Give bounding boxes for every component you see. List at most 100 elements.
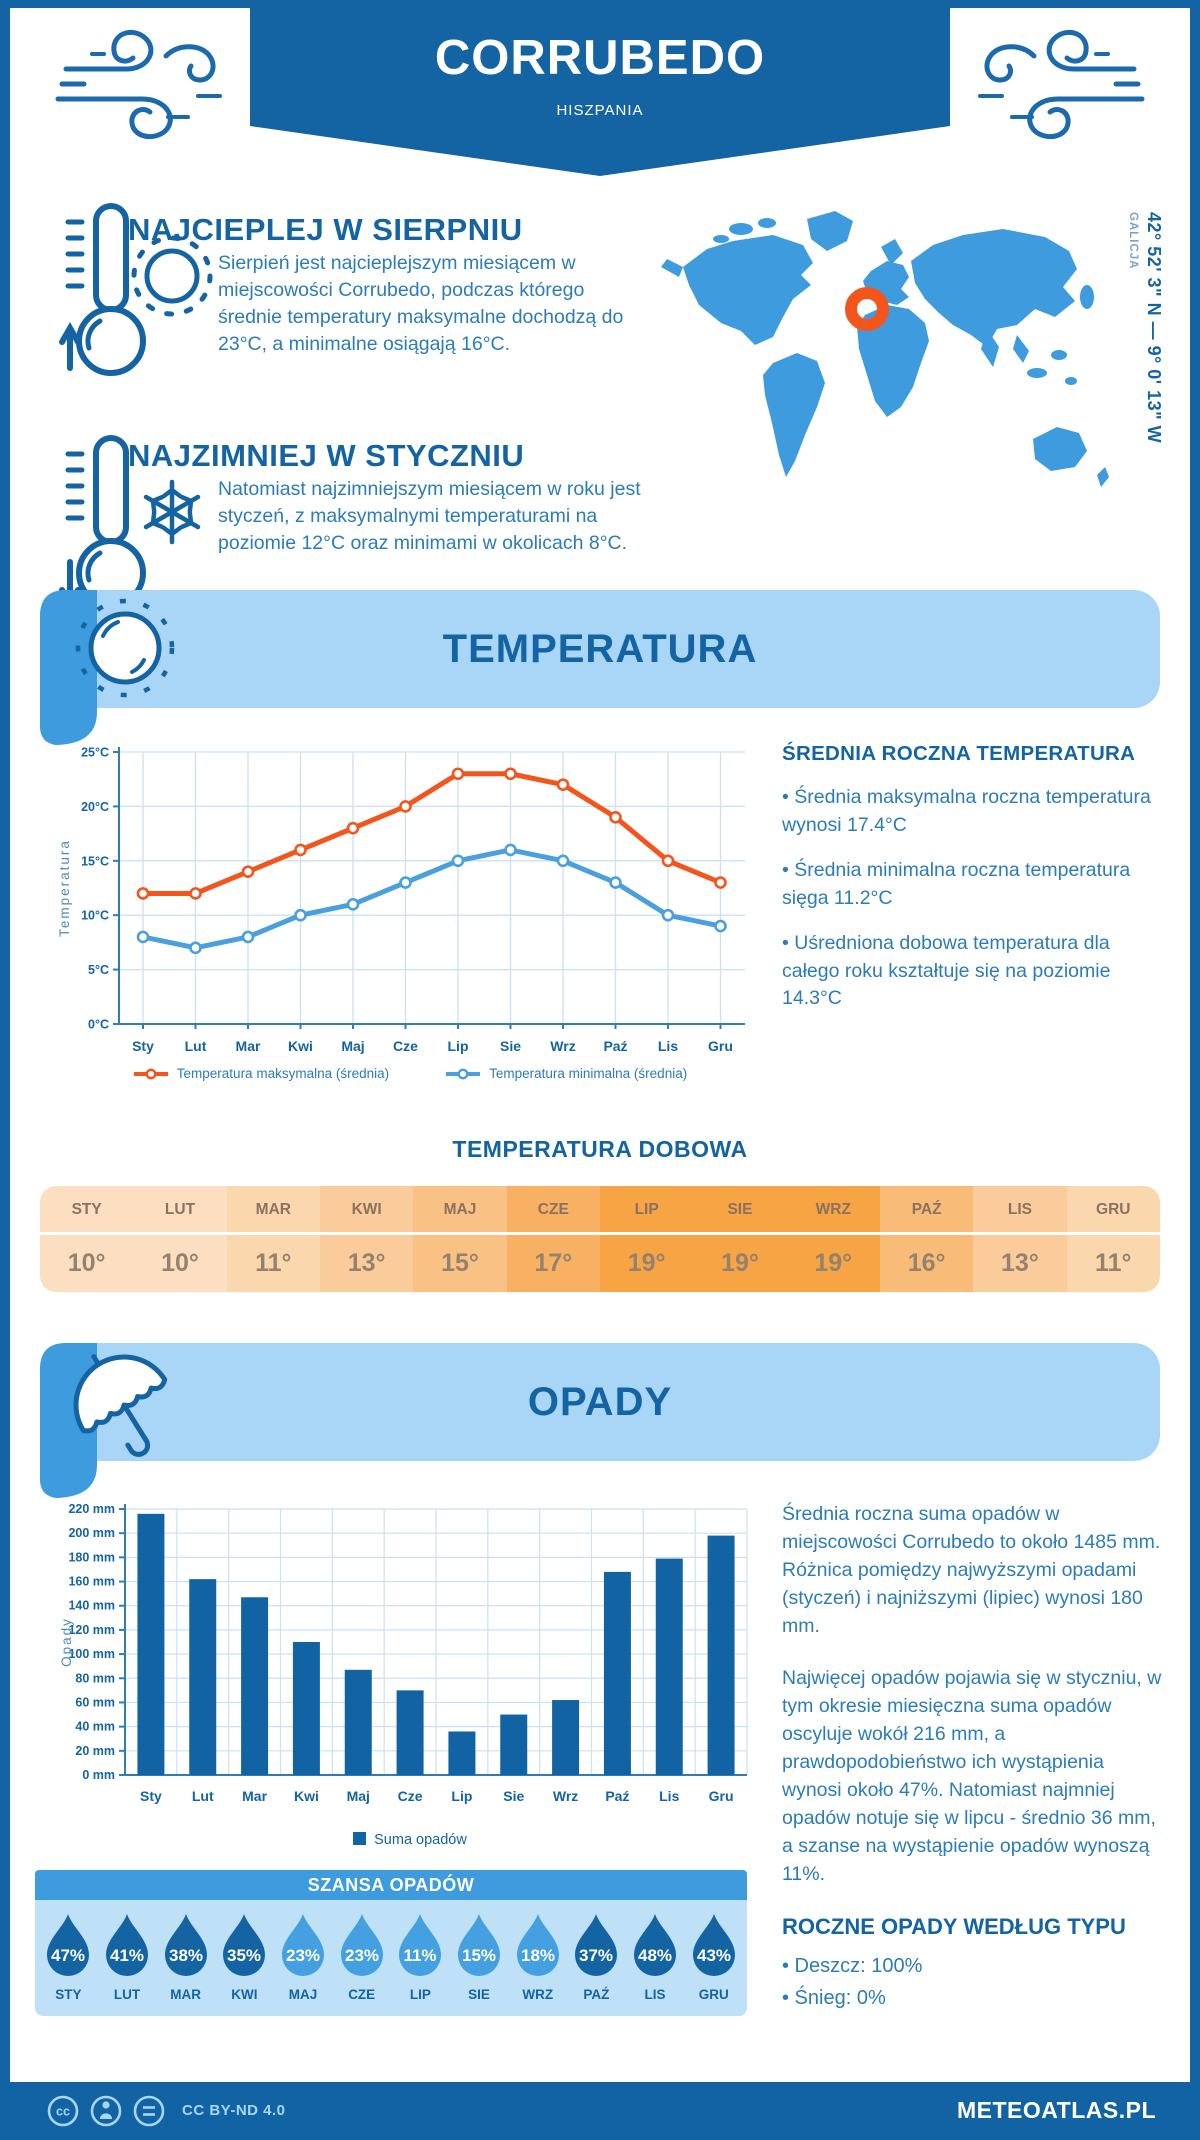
- daily-col-sie: SIE 19°: [693, 1186, 787, 1292]
- daily-month-label: KWI: [319, 1186, 414, 1235]
- svg-text:11%: 11%: [404, 1946, 437, 1965]
- svg-text:Paź: Paź: [603, 1038, 627, 1054]
- umbrella-icon: [73, 1354, 168, 1457]
- annual-bullet-1: • Średnia minimalna roczna temperatura s…: [782, 859, 1131, 909]
- daily-col-cze: CZE 17°: [506, 1186, 600, 1292]
- legend-marker-min: [446, 1068, 481, 1079]
- page-title: CORRUBEDO: [434, 31, 766, 85]
- svg-text:100 mm: 100 mm: [68, 1647, 115, 1661]
- daily-temperature-value: 16°: [907, 1249, 946, 1277]
- type-bullet-1: • Śnieg: 0%: [782, 1987, 886, 2009]
- daily-month-label: STY: [40, 1186, 134, 1235]
- svg-text:Sty: Sty: [140, 1788, 162, 1804]
- daily-col-kwi: KWI 13°: [319, 1186, 414, 1292]
- svg-text:Mar: Mar: [236, 1038, 261, 1054]
- svg-text:15°C: 15°C: [81, 854, 109, 868]
- svg-text:Lis: Lis: [658, 1038, 678, 1054]
- chance-month-label: LIS: [644, 1987, 666, 2002]
- svg-text:Cze: Cze: [393, 1038, 418, 1054]
- highlight-coldest-title: NAJZIMNIEJ W STYCZNIU: [128, 438, 525, 473]
- chance-heading: SZANSA OPADÓW: [35, 1870, 747, 1900]
- daily-temperature-value: 13°: [1001, 1249, 1039, 1277]
- chance-drop-paz: 37% PAŹ: [567, 1912, 626, 2002]
- wind-icon: [55, 30, 222, 139]
- raindrop-icon: 43%: [692, 1914, 735, 1977]
- svg-text:120 mm: 120 mm: [68, 1623, 115, 1637]
- precipitation-bar-chart: 0 mm 20 mm 40 mm 60 mm 80 mm 100 mm 120 mm 140 …: [59, 1502, 748, 1804]
- svg-text:23%: 23%: [345, 1946, 379, 1965]
- raindrop-icon: 23%: [282, 1914, 325, 1977]
- annual-bullet-0: • Średnia maksymalna roczna temperatura …: [782, 786, 1151, 836]
- chance-drop-maj: 23% MAJ: [274, 1912, 333, 2002]
- svg-text:cc: cc: [56, 2105, 70, 2119]
- wind-icon: [978, 30, 1145, 139]
- svg-text:Gru: Gru: [709, 1788, 734, 1804]
- chance-month-label: MAJ: [288, 1987, 318, 2002]
- daily-temperature-value: 19°: [627, 1249, 666, 1277]
- annual-temperature-block: ŚREDNIA ROCZNA TEMPERATURA • Średnia mak…: [782, 742, 1167, 1013]
- temperature-banner: TEMPERATURA: [40, 590, 1160, 745]
- chance-month-label: SIE: [468, 1987, 490, 2002]
- chance-drop-kwi: 35% KWI: [215, 1912, 274, 2002]
- daily-month-label: LIS: [973, 1186, 1067, 1235]
- raindrop-icon: 41%: [106, 1914, 148, 1977]
- svg-text:43%: 43%: [697, 1946, 731, 1965]
- svg-text:Kwi: Kwi: [288, 1038, 313, 1054]
- daily-month-label: GRU: [1066, 1186, 1160, 1235]
- svg-text:0°C: 0°C: [88, 1018, 109, 1032]
- chance-month-label: MAR: [170, 1987, 202, 2002]
- footer-bar: cc CC BY-ND 4.0 METEOATLAS.PL: [0, 2082, 1200, 2140]
- daily-month-label: LIP: [599, 1186, 694, 1235]
- thermometer-snowflake-icon: [59, 435, 201, 611]
- daily-col-sty: STY 10°: [40, 1186, 134, 1292]
- svg-text:Lut: Lut: [185, 1038, 207, 1054]
- svg-text:5°C: 5°C: [88, 963, 109, 977]
- type-bullet-0: • Deszcz: 100%: [782, 1955, 923, 1977]
- daily-month-label: SIE: [693, 1186, 787, 1235]
- daily-temperature-value: 15°: [441, 1249, 479, 1277]
- chance-month-label: LIP: [409, 1987, 431, 2002]
- chance-drop-sie: 15% SIE: [450, 1912, 509, 2002]
- legend-marker-max: [133, 1068, 168, 1079]
- svg-text:0 mm: 0 mm: [82, 1768, 115, 1782]
- svg-text:15%: 15%: [462, 1946, 496, 1965]
- svg-text:Lip: Lip: [451, 1788, 472, 1804]
- svg-text:180 mm: 180 mm: [68, 1550, 115, 1564]
- daily-temperature-value: 17°: [534, 1249, 573, 1277]
- world-map: [661, 211, 1109, 487]
- chance-drop-lut: 41% LUT: [98, 1912, 157, 2002]
- chance-month-label: STY: [55, 1987, 82, 2002]
- chance-drop-mar: 38% MAR: [156, 1912, 215, 2002]
- svg-text:20°C: 20°C: [81, 800, 109, 814]
- no-derivatives-icon: [133, 2095, 165, 2127]
- svg-text:Lut: Lut: [192, 1788, 214, 1804]
- daily-temperature-value: 10°: [67, 1249, 106, 1277]
- svg-text:37%: 37%: [579, 1946, 613, 1965]
- precipitation-paragraph-1: Najwięcej opadów pojawia się w styczniu,…: [782, 1667, 1162, 1885]
- svg-text:Lis: Lis: [659, 1788, 679, 1804]
- svg-text:Kwi: Kwi: [294, 1788, 319, 1804]
- daily-col-gru: GRU 11°: [1066, 1186, 1160, 1292]
- precipitation-banner-title: OPADY: [527, 1380, 673, 1424]
- daily-temperature-value: 10°: [161, 1249, 199, 1277]
- svg-text:40 mm: 40 mm: [75, 1720, 115, 1734]
- daily-month-label: MAR: [226, 1186, 320, 1235]
- svg-text:Lip: Lip: [448, 1038, 469, 1054]
- highlight-warmest-text: Sierpień jest najcieplejszym miesiącem w…: [218, 252, 624, 355]
- raindrop-icon: 37%: [575, 1914, 618, 1977]
- temperature-banner-title: TEMPERATURA: [442, 627, 758, 671]
- svg-text:220 mm: 220 mm: [68, 1502, 115, 1516]
- chance-month-label: LUT: [113, 1987, 141, 2002]
- daily-temperature-heading: TEMPERATURA DOBOWA: [452, 1136, 748, 1162]
- legend-square: [353, 1832, 367, 1845]
- svg-text:60 mm: 60 mm: [75, 1695, 115, 1709]
- svg-text:80 mm: 80 mm: [75, 1671, 115, 1685]
- legend-item-min: Temperatura minimalna (średnia): [445, 1066, 687, 1081]
- daily-col-lip: LIP 19°: [599, 1186, 694, 1292]
- chance-drops-row: 47% STY 41% LUT 38% MAR 35% KWI 23% MAJ 23% CZE 11% L…: [35, 1900, 747, 2016]
- chance-drop-lis: 48% LIS: [626, 1912, 685, 2002]
- daily-month-label: PAŹ: [879, 1186, 974, 1235]
- daily-month-label: MAJ: [413, 1186, 507, 1235]
- precipitation-banner-cap: [40, 1343, 168, 1498]
